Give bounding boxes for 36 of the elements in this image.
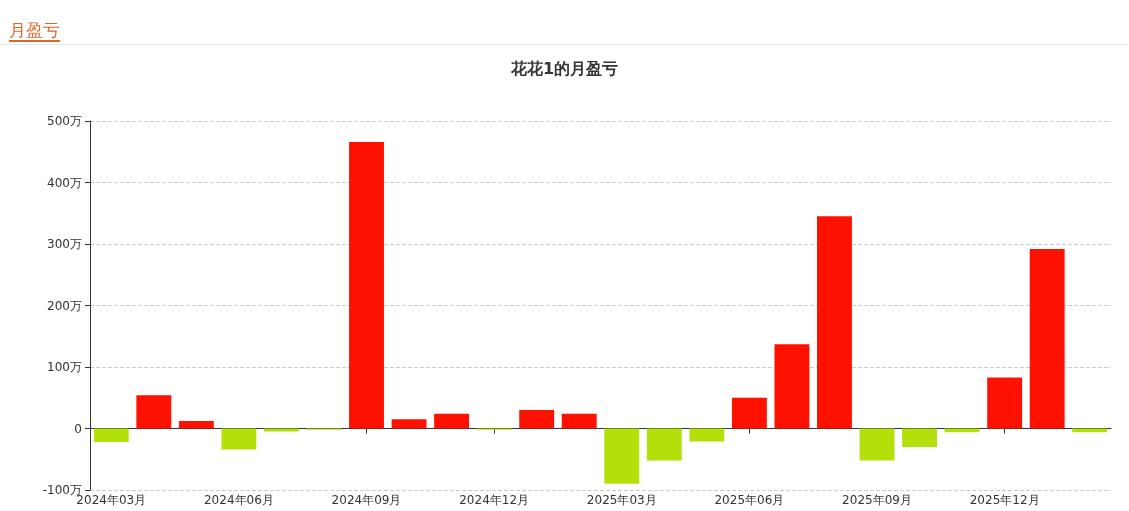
y-tick-label: 200万: [47, 298, 82, 313]
bar: [689, 428, 725, 442]
bar: [1029, 248, 1065, 429]
y-tick-label: 300万: [47, 237, 82, 251]
bar: [264, 428, 299, 432]
bar: [434, 413, 470, 429]
x-tick-label: 2024年06月: [203, 493, 274, 507]
x-tick-label: 2025年06月: [714, 493, 785, 507]
bar: [391, 419, 427, 429]
x-tick-label: 2025年12月: [969, 493, 1040, 507]
x-tick-label: 2024年09月: [331, 493, 402, 507]
bar: [774, 344, 810, 429]
y-tick-label: 400万: [47, 175, 82, 190]
bar: [604, 428, 640, 484]
bar: [561, 413, 597, 429]
bar: [178, 421, 214, 429]
y-tick-label: -100万: [42, 483, 82, 497]
bar: [221, 428, 257, 450]
bar: [902, 428, 937, 447]
bar: [136, 395, 172, 429]
y-tick-label: 500万: [47, 114, 82, 128]
bar: [859, 428, 895, 461]
bar: [817, 216, 852, 429]
y-tick-label: 100万: [47, 360, 82, 374]
chart-subtitle: 月盈亏: [9, 20, 60, 42]
bar: [349, 141, 384, 429]
y-tick-label: 0: [74, 421, 82, 436]
x-tick-label: 2024年12月: [459, 493, 530, 507]
bar: [731, 397, 767, 429]
bar: [987, 377, 1023, 429]
bar: [93, 428, 129, 443]
x-tick-label: 2025年09月: [842, 493, 912, 507]
bar: [519, 410, 555, 429]
chart-title: 花花1的月盈亏: [509, 58, 619, 78]
x-tick-label: 2025年03月: [586, 493, 657, 507]
bar: [646, 428, 682, 461]
